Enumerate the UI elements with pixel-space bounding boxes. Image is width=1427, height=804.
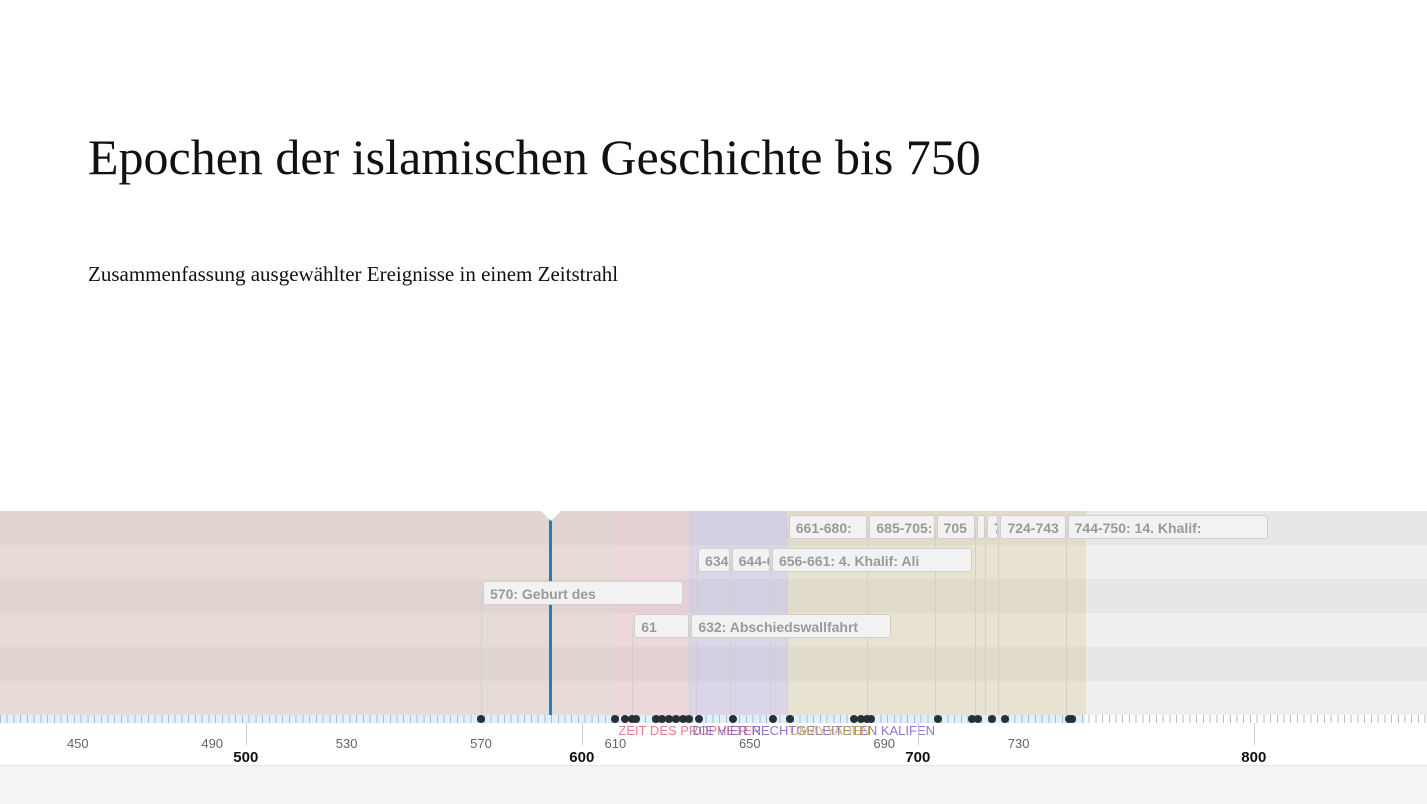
event-marker[interactable]	[967, 715, 976, 723]
major-tick-label: 700	[905, 749, 931, 766]
event-marker[interactable]	[849, 715, 858, 723]
event-label[interactable]: 705	[936, 515, 975, 539]
event-label[interactable]: 634	[698, 548, 730, 572]
event-marker[interactable]	[685, 715, 694, 723]
minor-tick-label: 450	[66, 736, 89, 751]
event-marker[interactable]	[671, 715, 680, 723]
event-marker[interactable]	[621, 715, 630, 723]
event-marker[interactable]	[933, 715, 942, 723]
event-label[interactable]: 570: Geburt des	[483, 581, 683, 605]
event-label[interactable]: 724-743	[1000, 515, 1066, 539]
major-tick	[917, 723, 919, 745]
event-marker[interactable]	[1001, 715, 1010, 723]
event-marker[interactable]	[1068, 715, 1077, 723]
minor-tick-label: 730	[1007, 736, 1030, 751]
era-band	[689, 511, 787, 715]
event-marker[interactable]	[611, 715, 620, 723]
event-marker[interactable]	[695, 715, 704, 723]
era-label: ZEIT DES PROPHETEN	[618, 723, 762, 738]
minor-tick-label: 650	[738, 736, 761, 751]
event-label[interactable]: 744-750: 14. Khalif:	[1067, 515, 1268, 539]
event-label[interactable]: 632: Abschiedswallfahrt	[691, 614, 892, 638]
event-label[interactable]: 685-705:	[869, 515, 935, 539]
event-label[interactable]: 644-6	[731, 548, 770, 572]
event-flag	[632, 626, 634, 715]
major-tick-label: 600	[569, 749, 595, 766]
event-marker[interactable]	[678, 715, 687, 723]
event-marker[interactable]	[477, 715, 485, 723]
major-tick	[1253, 723, 1255, 745]
event-flag	[934, 527, 936, 715]
pointer	[541, 511, 561, 521]
major-tick	[245, 723, 247, 745]
minor-tick-label: 690	[873, 736, 896, 751]
minor-tick-label: 610	[604, 736, 627, 751]
event-marker[interactable]	[866, 715, 875, 723]
event-flag	[1065, 527, 1067, 715]
event-marker[interactable]	[665, 715, 674, 723]
event-marker[interactable]	[631, 715, 640, 723]
event-marker[interactable]	[786, 715, 795, 723]
title: Epochen der islamischen Geschichte bis 7…	[88, 129, 981, 185]
minor-tick-label: 570	[470, 736, 492, 751]
event-marker[interactable]	[651, 715, 660, 723]
row-band	[0, 579, 1427, 613]
event-marker[interactable]	[658, 715, 667, 723]
event-flag	[985, 527, 986, 715]
event-flag	[689, 626, 691, 715]
event-label[interactable]: 661-680:	[788, 515, 868, 539]
row-band	[0, 681, 1427, 715]
event-label[interactable]: 7	[987, 515, 999, 539]
minor-tick-label: 530	[335, 736, 358, 751]
ruler-range	[0, 715, 1085, 723]
event-marker[interactable]	[729, 715, 737, 723]
current-line	[549, 511, 552, 715]
background-era	[0, 511, 616, 715]
event-marker[interactable]	[856, 715, 865, 723]
event-flag	[998, 527, 1000, 715]
era-band	[786, 511, 1086, 715]
event-marker[interactable]	[769, 715, 778, 723]
major-tick	[581, 723, 583, 745]
event-marker[interactable]	[987, 715, 996, 723]
era-label: DIE VIER RECHTGELEITETEN KALIFEN	[692, 723, 936, 738]
major-tick-label: 800	[1241, 749, 1267, 766]
row-band	[0, 647, 1427, 681]
event-label[interactable]: 7	[976, 515, 985, 539]
major-tick-label: 500	[233, 749, 259, 766]
era-band	[615, 511, 690, 715]
subtitle: Zusammenfassung ausgewählter Ereignisse …	[88, 262, 619, 286]
navigation-strip	[0, 765, 1427, 804]
event-label[interactable]: 656-661: 4. Khalif: Ali	[771, 548, 972, 572]
event-flag	[481, 593, 482, 715]
minor-tick-label: 490	[201, 736, 224, 751]
era-label: UMAYYADEN	[789, 723, 871, 738]
time-axis: ZEIT DES PROPHETEN DIE VIER RECHTGELEITET…	[0, 715, 1427, 766]
event-label[interactable]: 61	[634, 614, 690, 638]
event-marker[interactable]	[974, 715, 983, 723]
event-flag	[974, 527, 976, 715]
